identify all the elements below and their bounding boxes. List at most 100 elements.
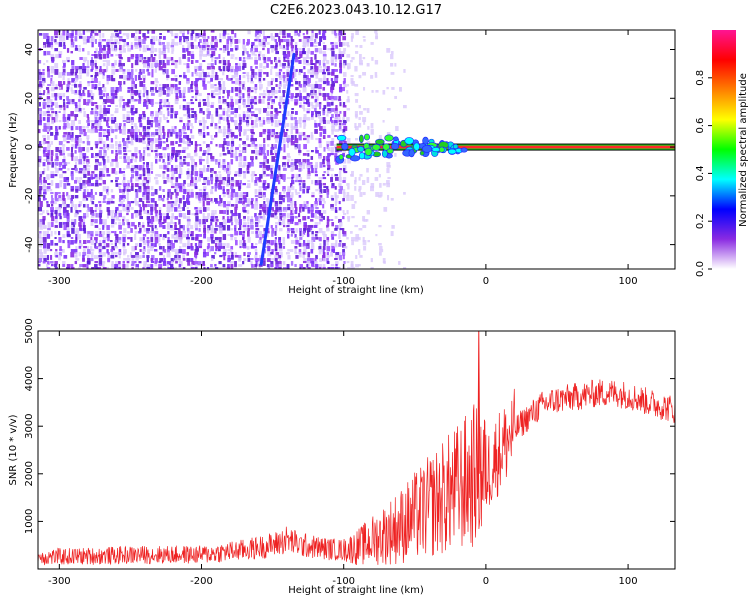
spectrogram-cell xyxy=(258,153,263,156)
spectrogram-cell xyxy=(142,63,147,68)
spectrogram-cell xyxy=(310,114,314,118)
spectrogram-cell xyxy=(382,120,385,123)
spectrogram-cell xyxy=(331,30,336,35)
spectrogram-cell xyxy=(315,162,319,168)
spectrogram-cell xyxy=(306,30,309,35)
spectrogram-cell xyxy=(307,78,311,84)
spectrogram-cell xyxy=(90,198,93,203)
spectrogram-cell xyxy=(262,144,266,150)
spectrogram-cell xyxy=(123,102,127,106)
spectrogram-cell xyxy=(226,225,231,231)
spectrogram-cell xyxy=(322,120,326,124)
spectrogram-cell xyxy=(258,120,262,123)
spectrogram-cell xyxy=(255,66,258,69)
spectrogram-cell xyxy=(315,183,320,186)
spectrogram-cell xyxy=(82,66,87,71)
spectrogram-cell xyxy=(78,36,83,39)
spectrogram-cell xyxy=(294,45,298,51)
spectrogram-cell xyxy=(362,180,366,186)
spectrogram-cell xyxy=(94,156,98,159)
spectrogram-cell xyxy=(198,201,202,204)
spectrogram-cell xyxy=(142,69,146,74)
spectrogram-cell xyxy=(198,168,202,173)
spectrogram-cell xyxy=(187,45,190,51)
spectrogram-cell xyxy=(122,192,125,196)
spectrogram-cell xyxy=(66,192,69,197)
spectrogram-cell xyxy=(151,135,156,138)
spectrogram-cell xyxy=(379,252,382,256)
spectrogram-cell xyxy=(258,192,263,198)
spectrogram-cell xyxy=(250,66,253,71)
spectrogram-cell xyxy=(175,150,180,153)
spectrogram-cell xyxy=(270,168,273,173)
spectrogram-cell xyxy=(290,96,294,99)
spectrogram-cell xyxy=(274,186,278,190)
spectrogram-cell xyxy=(194,255,198,259)
spectrogram-cell xyxy=(390,72,395,75)
spectrogram-cell xyxy=(330,108,335,112)
spectrogram-cell xyxy=(150,150,154,153)
spectrogram-cell xyxy=(183,75,187,79)
spectrogram-cell xyxy=(78,180,81,184)
spectrogram-cell xyxy=(262,183,266,189)
spectrogram-cell xyxy=(286,213,291,219)
spectrogram-cell xyxy=(62,165,66,169)
spectrogram-cell xyxy=(266,198,269,202)
spectrogram-cell xyxy=(42,243,47,249)
spectrogram-cell xyxy=(286,225,290,228)
spectrogram-noise xyxy=(38,30,407,269)
spectrogram-cell xyxy=(194,183,197,189)
spectrogram-cell xyxy=(146,183,149,187)
spectrogram-cell xyxy=(62,150,65,155)
spectrogram-cell xyxy=(355,45,359,48)
spectrogram-cell xyxy=(210,90,215,96)
spectrogram-cell xyxy=(286,144,289,148)
spectrogram-cell xyxy=(130,177,133,183)
spectrogram-cell xyxy=(51,93,55,98)
spectrogram-cell xyxy=(250,216,254,219)
spectrogram-cell xyxy=(170,264,174,269)
spectrogram-cell xyxy=(147,117,150,121)
spectrogram-cell xyxy=(159,51,164,55)
spectrogram-cell xyxy=(162,114,166,118)
spectrogram-cell xyxy=(98,234,103,238)
spectrogram-cell xyxy=(295,237,299,242)
spectrogram-cell xyxy=(202,33,206,39)
spectrogram-cell xyxy=(82,63,85,66)
spectrogram-cell xyxy=(147,243,150,248)
spectrogram-cell xyxy=(71,99,75,103)
spectrogram-cell xyxy=(183,63,186,66)
spectrogram-cell xyxy=(210,123,213,127)
spectrogram-cell xyxy=(242,225,247,228)
spectrogram-cell xyxy=(270,252,274,255)
spectrogram-cell xyxy=(154,87,157,91)
spectrogram-cell xyxy=(198,207,202,212)
spectrogram-cell xyxy=(170,204,174,209)
spectrogram-cell xyxy=(190,90,194,93)
snr-y-label: SNR (10 * v/v) xyxy=(8,414,19,485)
spectrogram-cell xyxy=(326,171,330,175)
spectrogram-cell xyxy=(38,264,41,267)
spectrogram-cell xyxy=(294,147,298,150)
spectrogram-cell xyxy=(403,192,406,195)
spectrogram-cell xyxy=(82,90,85,95)
spectrogram-cell xyxy=(230,105,234,111)
spectrogram-cell xyxy=(363,120,366,125)
spectrogram-cell xyxy=(66,123,71,129)
spectrogram-cell xyxy=(267,183,270,189)
spectrogram-cell xyxy=(286,252,290,255)
spectrogram-cell xyxy=(50,174,55,179)
spectrogram-cell xyxy=(262,207,266,212)
spectrogram-cell xyxy=(302,57,307,62)
spectrogram-cell xyxy=(170,156,174,160)
spectrogram-cell xyxy=(82,108,86,111)
spectrogram-frame xyxy=(37,29,676,270)
spectrogram-cell xyxy=(46,117,50,123)
spectrogram-cell xyxy=(338,243,342,247)
spectrogram-cell xyxy=(130,141,134,146)
spectrogram-cell xyxy=(255,150,259,156)
spectrogram-cell xyxy=(218,120,221,124)
spectrogram-cell xyxy=(74,255,78,258)
spectrogram-cell xyxy=(335,105,338,111)
spectrogram-cell xyxy=(94,264,98,268)
